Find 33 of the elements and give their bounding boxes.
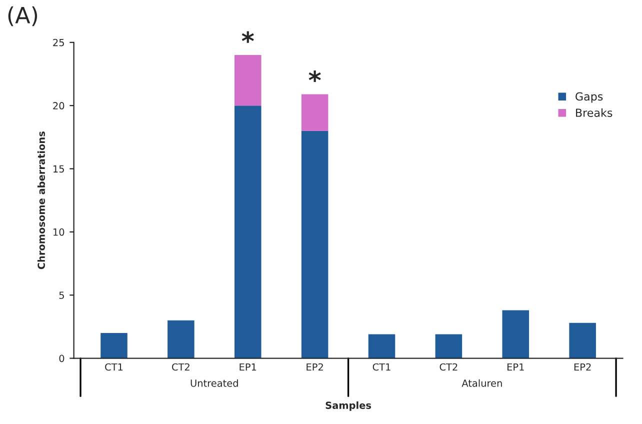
y-tick-label: 20 xyxy=(53,102,64,110)
bar xyxy=(569,322,596,358)
bar xyxy=(168,320,194,358)
bar xyxy=(234,55,262,106)
bar xyxy=(368,334,396,358)
legend-label: Gaps xyxy=(576,92,603,103)
x-tick-label: EP2 xyxy=(306,363,323,371)
bar xyxy=(234,106,262,358)
y-axis-title: Chromosome aberrations xyxy=(37,132,45,270)
x-tick-label: CT2 xyxy=(440,363,458,371)
bar xyxy=(502,310,530,358)
y-tick-label: 10 xyxy=(54,228,64,236)
chart-title: (A) xyxy=(8,6,38,26)
bar xyxy=(435,334,462,358)
x-tick-label: EP1 xyxy=(240,363,256,371)
x-axis-title: Samples xyxy=(326,401,372,411)
bar xyxy=(100,333,128,358)
annotation: * xyxy=(308,70,321,82)
x-tick-label: CT2 xyxy=(172,363,190,371)
y-tick-label: 5 xyxy=(59,292,64,299)
x-tick-label: CT1 xyxy=(105,363,123,371)
x-tick-label: EP1 xyxy=(507,363,524,371)
y-tick-label: 0 xyxy=(59,354,64,362)
x-tick-label: CT1 xyxy=(372,363,390,371)
y-tick-label: 25 xyxy=(53,38,64,46)
annotation: * xyxy=(242,31,254,43)
bar xyxy=(301,94,328,131)
text: Untreated xyxy=(190,379,238,387)
y-tick-label: 15 xyxy=(54,165,64,173)
bar xyxy=(301,130,328,358)
text: Ataluren xyxy=(462,379,502,387)
legend-label: Breaks xyxy=(576,108,612,117)
x-tick-label: EP2 xyxy=(574,363,591,371)
